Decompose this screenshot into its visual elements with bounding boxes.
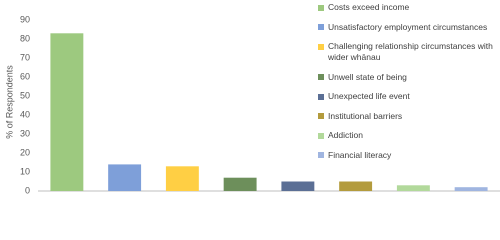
legend-swatch (318, 4, 324, 11)
bar (223, 177, 257, 191)
legend-swatch (318, 132, 324, 139)
legend-swatch (318, 113, 324, 119)
y-tick-label: 40 (20, 109, 30, 119)
legend-swatch (318, 152, 324, 158)
y-tick-label: 30 (20, 128, 30, 138)
legend-item: Unsatisfactory employment circumstances (318, 22, 498, 33)
legend-label: Unexpected life event (328, 91, 410, 101)
bar (165, 166, 199, 191)
chart: % of Respondents 0 10 20 30 40 50 60 70 80 90 Cos… (4, 2, 500, 195)
legend-item: Challenging relationship circumstances w… (318, 41, 498, 63)
y-tick-label: 90 (20, 14, 30, 24)
legend-item: Unexpected life event (318, 91, 498, 102)
plot: % of Respondents 0 10 20 30 40 50 60 70 80 90 (4, 14, 500, 195)
legend-label: Addiction (328, 130, 363, 140)
bar (396, 185, 430, 191)
y-tick-label: 10 (20, 166, 30, 176)
y-tick-label: 20 (20, 147, 30, 157)
legend-swatch (318, 43, 324, 50)
legend-item: Unwell state of being (318, 72, 498, 83)
bar (454, 187, 488, 191)
legend: Costs exceed income Unsatisfactory employ… (318, 2, 498, 169)
legend-label: Financial literacy (328, 149, 392, 160)
legend-swatch (318, 24, 324, 30)
legend-label: Costs exceed income (328, 2, 410, 12)
legend-item: Institutional barriers (318, 111, 498, 122)
bar (339, 181, 373, 191)
y-tick-label: 60 (20, 71, 30, 81)
legend-swatch (318, 93, 324, 100)
legend-item: Financial literacy (318, 150, 498, 161)
bar (281, 181, 315, 191)
bar (108, 164, 142, 191)
legend-label: Institutional barriers (328, 110, 403, 121)
y-tick-label: 70 (20, 52, 30, 62)
y-tick-label: 50 (20, 90, 30, 100)
legend-label: Unsatisfactory employment circumstances (328, 21, 488, 32)
y-axis-label: % of Respondents (4, 65, 14, 139)
legend-item: Costs exceed income (318, 2, 498, 13)
y-tick-label: 0 (25, 185, 30, 195)
bar (50, 33, 84, 191)
legend-item: Addiction (318, 130, 498, 141)
y-tick-label: 80 (20, 33, 30, 43)
legend-label: Challenging relationship circumstances w… (328, 41, 493, 62)
legend-swatch (318, 74, 324, 80)
legend-label: Unwell state of being (328, 71, 407, 82)
